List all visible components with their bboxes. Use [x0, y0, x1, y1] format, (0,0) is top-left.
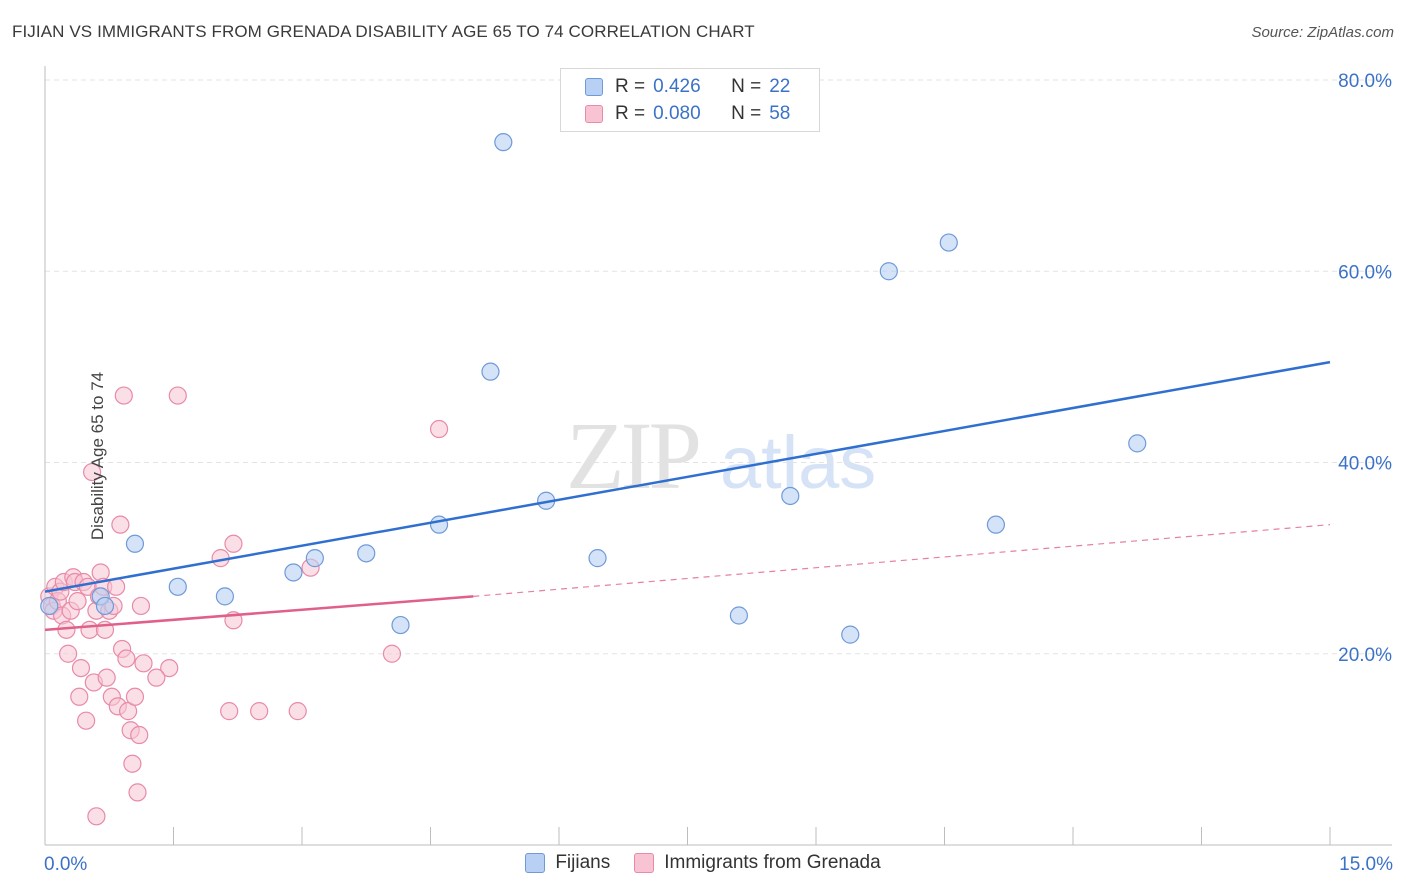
fijians-trend-line — [44, 360, 1331, 593]
legend-n-label: N = — [731, 76, 762, 97]
legend-swatch-grenada — [585, 105, 603, 123]
fijians-point — [215, 587, 234, 606]
fijians-point — [391, 615, 410, 635]
x-tick-labels: 0.0% 15.0% — [44, 854, 1393, 875]
grenada-point — [147, 668, 166, 687]
bottom-legend-grenada: Immigrants from Grenada — [634, 852, 881, 874]
x-tick-label: 0.0% — [44, 854, 87, 875]
legend-n-value: 58 — [769, 103, 791, 124]
grenada-point — [160, 658, 179, 678]
bottom-legend-swatch-grenada — [634, 853, 655, 873]
legend-n-value: 22 — [769, 76, 791, 97]
legend-r-value: 0.080 — [653, 103, 701, 124]
grenada-point — [134, 654, 153, 673]
grenada-point — [80, 620, 99, 639]
bottom-legend-swatch-fijians — [525, 853, 546, 873]
y-tick-label: 20.0% — [1338, 645, 1392, 666]
legend-swatch-fijians — [585, 78, 603, 96]
grenada-point — [224, 534, 243, 553]
grenada-point — [114, 386, 133, 405]
y-tick-labels: 20.0% 40.0% 60.0% 80.0% — [1338, 71, 1392, 666]
fijians-point — [168, 577, 187, 596]
fijians-point — [357, 544, 376, 563]
fijians-point — [305, 549, 324, 568]
bottom-legend-fijians: Fijians — [525, 852, 610, 874]
bottom-legend-label: Fijians — [555, 852, 611, 873]
fijians-point — [1128, 434, 1147, 453]
fijians-point — [939, 233, 958, 252]
grenada-point — [125, 687, 145, 706]
grenada-trend-extension — [473, 524, 1331, 597]
x-tick-label: 15.0% — [1339, 854, 1393, 875]
bottom-legend: Fijians Immigrants from Grenada — [0, 852, 1406, 874]
chart-title: FIJIAN VS IMMIGRANTS FROM GRENADA DISABI… — [12, 22, 755, 41]
grenada-point — [59, 644, 78, 663]
grid — [45, 79, 1392, 655]
grenada-point — [77, 711, 96, 730]
legend: R = 0.426 N = 22 R = 0.080 N = 58 — [560, 68, 820, 132]
fijians-point — [588, 549, 607, 568]
x-ticks — [44, 827, 1331, 845]
legend-row-fijians: R = 0.426 N = 22 — [585, 75, 790, 99]
watermark: ZIP atlas — [566, 402, 876, 509]
fijians-point — [125, 534, 145, 553]
fijians-point — [879, 262, 898, 281]
y-axis-label: Disability Age 65 to 74 — [88, 372, 108, 540]
grenada-point — [131, 596, 151, 616]
y-tick-label: 40.0% — [1338, 454, 1392, 475]
grenada-point — [382, 644, 402, 663]
source-credit: Source: ZipAtlas.com — [1251, 24, 1394, 41]
grenada-point — [128, 783, 147, 802]
legend-r-label: R = — [615, 76, 646, 97]
grenada-point — [97, 668, 116, 687]
fijians-point — [284, 563, 303, 582]
watermark-zip: ZIP — [566, 402, 699, 509]
grenada-point — [429, 419, 449, 439]
bottom-legend-label: Immigrants from Grenada — [664, 852, 881, 873]
grenada-point — [130, 725, 149, 745]
grenada-point — [87, 807, 106, 826]
grenada-point — [70, 687, 89, 706]
grenada-point — [71, 658, 91, 678]
fijians-point — [481, 362, 500, 381]
grenada-point — [288, 702, 307, 721]
legend-r-value: 0.426 — [653, 76, 701, 97]
grenada-point — [68, 592, 87, 611]
grenada-point — [220, 702, 239, 721]
fijians-point — [781, 486, 800, 506]
fijians-point — [95, 596, 115, 616]
legend-r-label: R = — [615, 103, 646, 124]
grenada-point — [117, 649, 136, 668]
y-tick-label: 60.0% — [1338, 262, 1392, 283]
y-tick-label: 80.0% — [1338, 71, 1392, 92]
grenada-point — [83, 462, 102, 482]
grenada-point — [168, 386, 187, 405]
legend-row-grenada: R = 0.080 N = 58 — [585, 102, 790, 126]
grenada-point — [250, 702, 269, 721]
trend-lines — [44, 360, 1331, 632]
fijians-point — [40, 596, 59, 616]
axes — [44, 66, 1392, 846]
fijians-point — [494, 133, 513, 152]
fijians-point — [841, 625, 860, 644]
fijians-point — [429, 515, 449, 534]
grenada-point — [111, 515, 130, 534]
grenada-point — [123, 754, 142, 773]
fijians-point — [729, 606, 749, 625]
fijians-point — [986, 515, 1006, 534]
y-axis-label-text: Disability Age 65 to 74 — [88, 371, 108, 541]
legend-n-label: N = — [731, 103, 762, 124]
grenada-trend-line — [44, 595, 474, 632]
data-points — [40, 133, 1147, 826]
